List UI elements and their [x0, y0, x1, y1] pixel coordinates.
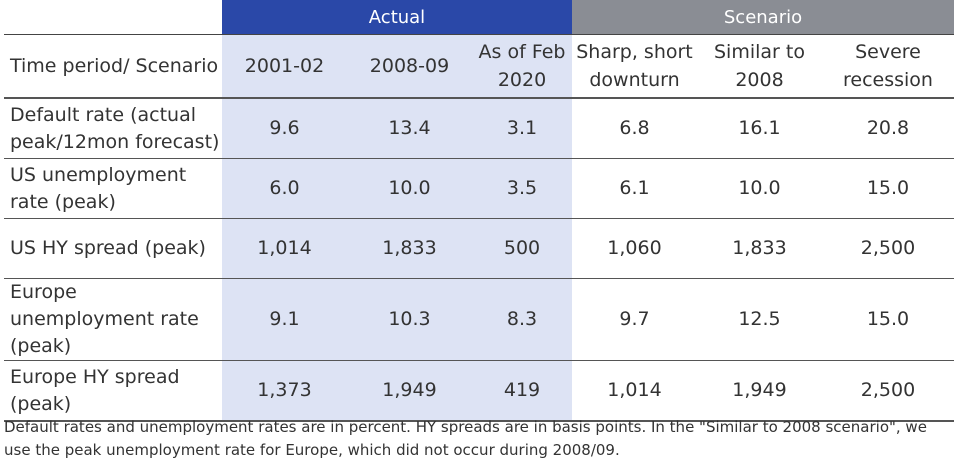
table-cell: 9.1 [222, 278, 347, 361]
group-header-row: Actual Scenario [4, 0, 955, 35]
group-header-blank [4, 0, 222, 35]
column-header-similar-to-2008: Similar to 2008 [697, 34, 822, 99]
table-row-us-hy-spread: US HY spread (peak) 1,014 1,833 500 1,06… [4, 218, 955, 279]
table-cell: 1,949 [697, 360, 822, 422]
column-header-feb-2020: As of Feb 2020 [472, 34, 572, 99]
row-label: US HY spread (peak) [4, 218, 222, 279]
table-cell: 500 [472, 218, 572, 279]
table-cell: 15.0 [822, 278, 955, 361]
table-row-us-unemployment: US unemployment rate (peak) 6.0 10.0 3.5… [4, 158, 955, 219]
table-cell: 10.0 [697, 158, 822, 219]
group-header-actual: Actual [222, 0, 572, 35]
row-label: US unemployment rate (peak) [4, 158, 222, 219]
column-header-sharp-short-downturn: Sharp, short downturn [572, 34, 697, 99]
table-cell: 3.1 [472, 98, 572, 159]
table-cell: 3.5 [472, 158, 572, 219]
table-cell: 1,060 [572, 218, 697, 279]
column-header-severe-recession: Severe recession [822, 34, 955, 99]
table-cell: 1,833 [697, 218, 822, 279]
table-cell: 6.0 [222, 158, 347, 219]
table-cell: 9.6 [222, 98, 347, 159]
scenario-table: Actual Scenario Time period/ Scenario 20… [4, 0, 955, 422]
column-header-time-period: Time period/ Scenario [4, 34, 222, 99]
table-cell: 20.8 [822, 98, 955, 159]
column-header-row: Time period/ Scenario 2001-02 2008-09 As… [4, 34, 955, 99]
table-cell: 1,373 [222, 360, 347, 422]
group-header-scenario: Scenario [572, 0, 955, 35]
table-cell: 1,833 [347, 218, 472, 279]
column-header-2001-02: 2001-02 [222, 34, 347, 99]
table-cell: 16.1 [697, 98, 822, 159]
table-cell: 1,949 [347, 360, 472, 422]
row-label: Europe HY spread (peak) [4, 360, 222, 422]
table-footnote: Default rates and unemployment rates are… [4, 418, 927, 459]
table-row-europe-unemployment: Europe unemployment rate (peak) 9.1 10.3… [4, 278, 955, 361]
table-cell: 9.7 [572, 278, 697, 361]
table-cell: 6.8 [572, 98, 697, 159]
row-label: Default rate (actual peak/12mon forecast… [4, 98, 222, 159]
table-cell: 1,014 [572, 360, 697, 422]
table-row-default-rate: Default rate (actual peak/12mon forecast… [4, 98, 955, 159]
table-cell: 10.0 [347, 158, 472, 219]
table-cell: 15.0 [822, 158, 955, 219]
table-cell: 1,014 [222, 218, 347, 279]
table-cell: 10.3 [347, 278, 472, 361]
table-cell: 13.4 [347, 98, 472, 159]
table-row-europe-hy-spread: Europe HY spread (peak) 1,373 1,949 419 … [4, 360, 955, 422]
table-cell: 419 [472, 360, 572, 422]
table-cell: 2,500 [822, 360, 955, 422]
table-cell: 8.3 [472, 278, 572, 361]
row-label: Europe unemployment rate (peak) [4, 278, 222, 361]
column-header-2008-09: 2008-09 [347, 34, 472, 99]
table-cell: 6.1 [572, 158, 697, 219]
table-cell: 12.5 [697, 278, 822, 361]
scenario-table-container: Actual Scenario Time period/ Scenario 20… [4, 0, 955, 422]
table-cell: 2,500 [822, 218, 955, 279]
